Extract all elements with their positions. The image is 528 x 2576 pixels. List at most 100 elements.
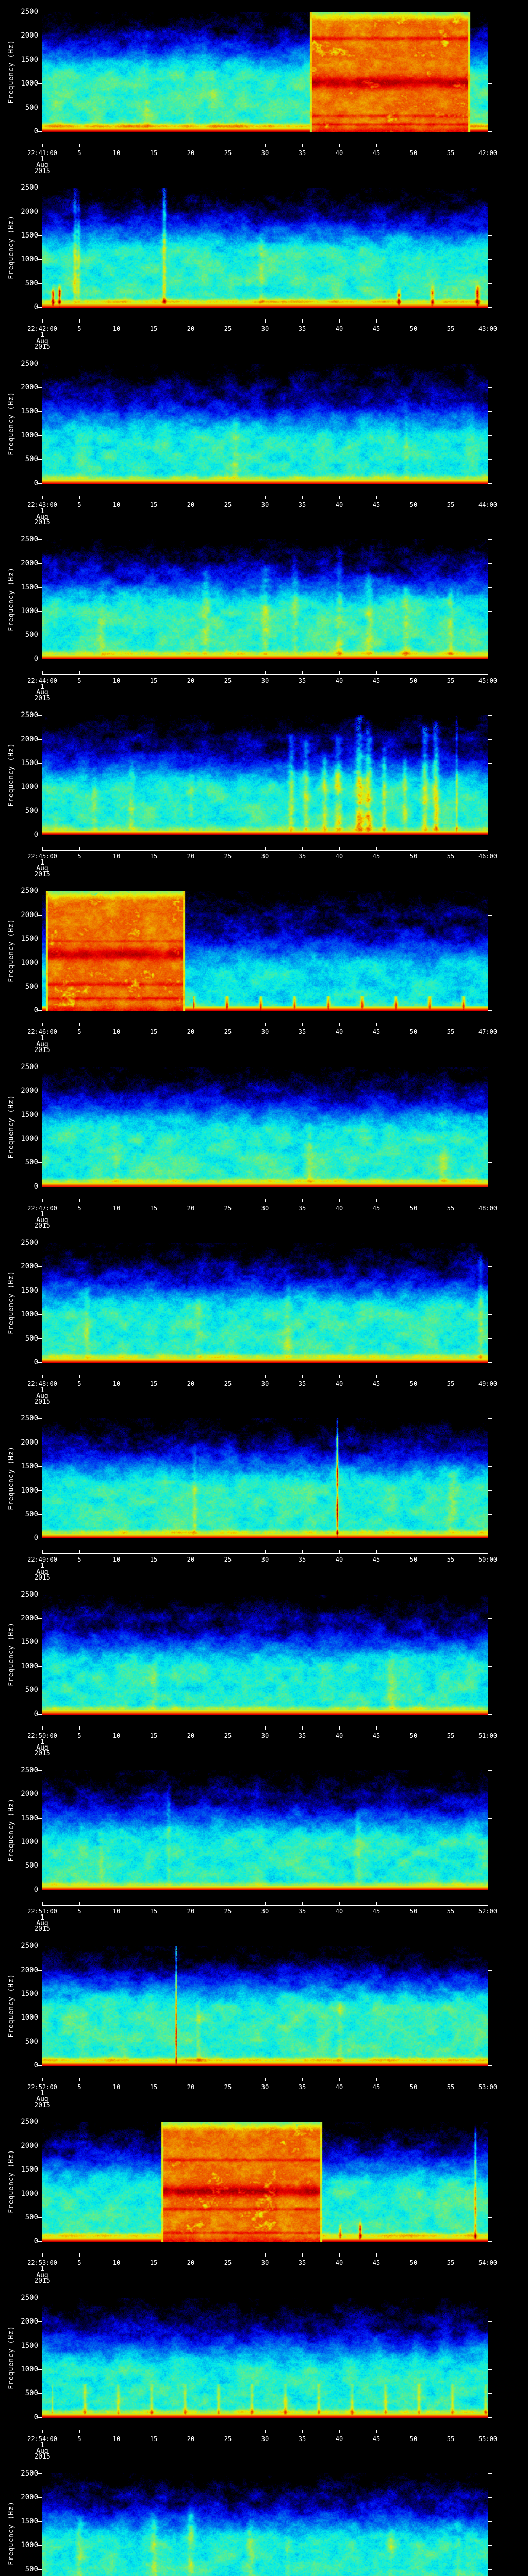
y-axis-tick [488, 715, 492, 716]
date-label-line: 2015 [34, 2101, 51, 2109]
y-axis-tick [488, 2497, 492, 2498]
date-label-line: Aug [36, 1743, 48, 1752]
time-axis-tick [302, 2253, 303, 2257]
time-tick-label: 5 [77, 1204, 81, 1212]
y-axis-tick [488, 2473, 492, 2475]
time-tick-label: 40 [335, 1556, 343, 1564]
start-time-label: 22:43:00 [27, 501, 57, 509]
time-tick-label: 15 [150, 1028, 158, 1036]
time-axis-tick [42, 1198, 43, 1202]
y-tick-label: 1500 [21, 1110, 38, 1119]
date-label-line: 1 [40, 2090, 44, 2098]
spectrogram-canvas [42, 715, 488, 836]
time-axis-tick [265, 319, 266, 323]
start-time-label: 22:51:00 [27, 1907, 57, 1915]
time-axis [42, 1553, 488, 1554]
time-axis-tick [79, 1550, 80, 1554]
date-label-line: 2015 [34, 1925, 51, 1934]
time-axis-tick [339, 2078, 340, 2081]
time-axis-tick [302, 1375, 303, 1378]
time-axis-tick [265, 2078, 266, 2081]
time-tick-label: 55 [447, 853, 455, 860]
y-axis-tick [38, 1618, 42, 1619]
time-tick-label: 50 [409, 501, 418, 509]
y-axis-tick [38, 1418, 42, 1419]
y-axis-tick [38, 259, 42, 260]
time-tick-label: 10 [112, 2435, 121, 2443]
time-axis-tick [265, 1902, 266, 1905]
y-axis-tick [38, 2241, 42, 2242]
y-axis-tick [38, 2569, 42, 2570]
start-time-label: 22:53:00 [27, 2259, 57, 2267]
y-tick-label: 0 [34, 1182, 38, 1191]
time-axis-tick [339, 144, 340, 147]
y-tick-label: 500 [25, 2565, 38, 2573]
end-time-label: 43:00 [478, 325, 498, 333]
y-tick-label: 0 [34, 2413, 38, 2421]
time-tick-label: 50 [409, 1204, 418, 1212]
y-axis-tick [488, 1362, 492, 1363]
time-tick-label: 10 [112, 1556, 121, 1564]
time-tick-label: 55 [447, 2435, 455, 2443]
y-tick-label: 1000 [21, 958, 38, 967]
end-time-label: 45:00 [478, 676, 498, 684]
y-tick-label: 2500 [21, 1590, 38, 1599]
y-tick-label: 0 [34, 654, 38, 663]
y-axis-tick [488, 914, 492, 916]
time-tick-label: 45 [372, 2259, 381, 2267]
y-axis-tick [38, 307, 42, 308]
y-axis-tick [488, 131, 492, 132]
date-label-line: Aug [36, 1392, 48, 1400]
time-axis-tick [376, 1902, 377, 1905]
spectrogram-panel: Frequency (Hz) 2500 2000 1500 1000 500 0 5 10 15 2… [0, 528, 528, 703]
date-label-line: 1 [40, 2441, 44, 2449]
time-tick-label: 25 [224, 149, 232, 157]
time-axis-tick [79, 495, 80, 499]
time-tick-label: 35 [298, 2435, 306, 2443]
time-tick-label: 40 [335, 1907, 343, 1915]
time-axis-tick [302, 1198, 303, 1202]
time-tick-label: 45 [372, 1556, 381, 1564]
y-axis-tick [38, 762, 42, 764]
time-axis-tick [79, 2253, 80, 2257]
y-axis-tick [488, 563, 492, 564]
y-axis-tick [38, 235, 42, 236]
time-tick-label: 15 [150, 1380, 158, 1388]
time-tick-label: 50 [409, 1907, 418, 1915]
time-tick-label: 15 [150, 149, 158, 157]
frequency-axis-label: Frequency (Hz) [7, 919, 15, 983]
y-axis-tick [38, 1770, 42, 1771]
y-axis-tick [488, 483, 492, 484]
date-label-line: 2015 [34, 343, 51, 351]
date-label-line: 2015 [34, 519, 51, 527]
y-tick-label: 500 [25, 806, 38, 815]
time-axis-tick [42, 2078, 43, 2081]
time-tick-label: 10 [112, 1204, 121, 1212]
date-label-line: 1 [40, 1035, 44, 1043]
time-tick-label: 55 [447, 1907, 455, 1915]
y-tick-label: 1500 [21, 1286, 38, 1295]
y-tick-label: 1000 [21, 255, 38, 264]
time-tick-label: 10 [112, 501, 121, 509]
y-axis-tick [488, 1314, 492, 1315]
time-tick-label: 15 [150, 2435, 158, 2443]
time-tick-label: 30 [261, 501, 269, 509]
y-axis-tick [488, 2065, 492, 2066]
time-tick-label: 45 [372, 1028, 381, 1036]
time-tick-label: 15 [150, 2259, 158, 2267]
y-axis-tick [488, 762, 492, 764]
y-tick-label: 2000 [21, 2141, 38, 2150]
y-axis-tick [488, 1970, 492, 1971]
time-tick-label: 45 [372, 1732, 381, 1739]
y-tick-label: 2500 [21, 2293, 38, 2302]
time-tick-label: 10 [112, 2083, 121, 2091]
end-time-label: 44:00 [478, 501, 498, 509]
time-tick-label: 25 [224, 2435, 232, 2443]
date-label-line: 1 [40, 1738, 44, 1746]
frequency-axis-label: Frequency (Hz) [7, 1270, 15, 1334]
time-tick-label: 55 [447, 1556, 455, 1564]
y-axis-tick [488, 1714, 492, 1715]
y-tick-label: 2000 [21, 1790, 38, 1799]
frequency-axis-label: Frequency (Hz) [7, 1622, 15, 1686]
time-tick-label: 55 [447, 1028, 455, 1036]
